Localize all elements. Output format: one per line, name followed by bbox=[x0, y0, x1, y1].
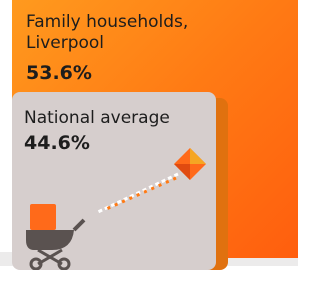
local-label: Family households, Liverpool bbox=[26, 12, 226, 54]
illustration bbox=[12, 92, 216, 270]
local-value: 53.6% bbox=[26, 62, 92, 84]
kite bbox=[98, 148, 206, 212]
info-card: Family households, Liverpool 53.6% Natio… bbox=[0, 0, 298, 294]
national-card: National average 44.6% bbox=[12, 92, 216, 270]
pram bbox=[26, 204, 84, 269]
